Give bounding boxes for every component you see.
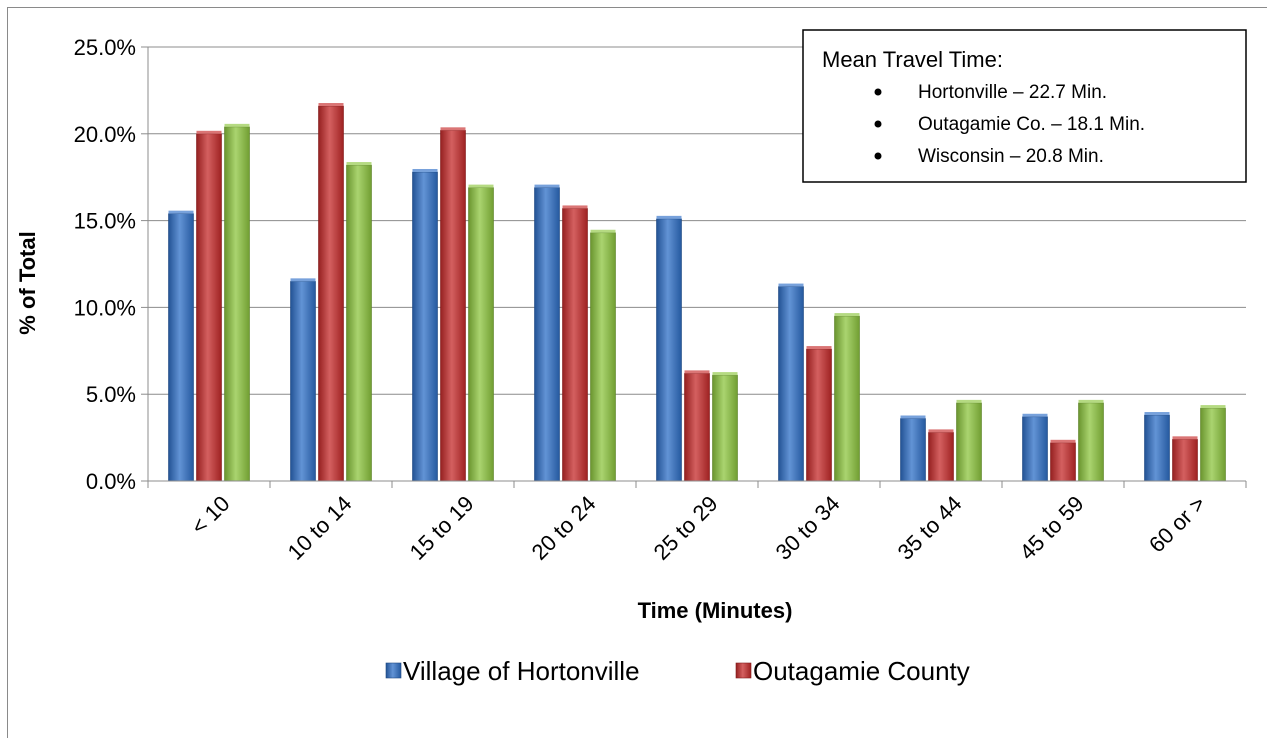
bar-top bbox=[534, 184, 560, 188]
bullet-icon bbox=[874, 88, 882, 96]
mean-travel-time-box: Mean Travel Time: Hortonville – 22.7 Min… bbox=[802, 29, 1247, 183]
bar-top bbox=[684, 370, 710, 374]
bars bbox=[168, 103, 1226, 482]
bar-outagamie-county bbox=[1172, 439, 1198, 482]
x-tick-label: 20 to 24 bbox=[527, 491, 601, 565]
bar-top bbox=[1078, 399, 1104, 403]
bar-series-3 bbox=[1078, 402, 1104, 482]
bar-top bbox=[412, 168, 438, 172]
bar-series-3 bbox=[1200, 407, 1226, 482]
x-axis-title: Time (Minutes) bbox=[638, 598, 793, 623]
y-tick-labels: 0.0% 5.0% 10.0% 15.0% 20.0% 25.0% bbox=[74, 35, 136, 494]
bar-outagamie-county bbox=[440, 130, 466, 482]
legend-swatch bbox=[735, 662, 752, 679]
bar-village-of-hortonville bbox=[412, 171, 438, 482]
legend-label: Village of Hortonville bbox=[403, 656, 640, 686]
bar-top bbox=[1172, 436, 1198, 440]
bar-series-3 bbox=[712, 374, 738, 482]
annotation-title: Mean Travel Time: bbox=[822, 47, 1003, 72]
bar-series-3 bbox=[834, 315, 860, 482]
bar-top bbox=[656, 215, 682, 219]
y-tick-label: 15.0% bbox=[74, 209, 136, 234]
y-tick-label: 25.0% bbox=[74, 35, 136, 60]
bar-top bbox=[440, 127, 466, 131]
bar-top bbox=[928, 429, 954, 433]
annotation-item: Outagamie Co. – 18.1 Min. bbox=[918, 114, 1145, 135]
x-tick-label: 15 to 19 bbox=[405, 491, 479, 565]
bar-top bbox=[318, 103, 344, 107]
x-tick-label: 60 or > bbox=[1144, 491, 1211, 558]
bar-top bbox=[712, 372, 738, 376]
bar-top bbox=[806, 346, 832, 350]
legend-swatch bbox=[385, 662, 402, 679]
x-tick-label: 30 to 34 bbox=[771, 491, 845, 565]
bar-outagamie-county bbox=[1050, 442, 1076, 482]
bar-village-of-hortonville bbox=[168, 213, 194, 482]
bar-top bbox=[956, 399, 982, 403]
bar-top bbox=[590, 229, 616, 233]
x-tick-label: < 10 bbox=[186, 491, 234, 539]
legend-label: Outagamie County bbox=[753, 656, 970, 686]
bar-top bbox=[468, 184, 494, 188]
bar-top bbox=[834, 313, 860, 317]
bar-series-3 bbox=[590, 232, 616, 482]
y-tick-label: 10.0% bbox=[74, 295, 136, 320]
bar-outagamie-county bbox=[806, 348, 832, 482]
y-tick-label: 5.0% bbox=[86, 382, 136, 407]
legend: Village of Hortonville Outagamie County bbox=[385, 656, 970, 686]
bar-village-of-hortonville bbox=[534, 187, 560, 482]
bar-village-of-hortonville bbox=[290, 281, 316, 482]
x-tick-labels: < 10 10 to 14 15 to 19 20 to 24 25 to 29 30 t… bbox=[186, 491, 1210, 565]
annotation-item: Hortonville – 22.7 Min. bbox=[918, 82, 1107, 103]
y-tick-label: 20.0% bbox=[74, 122, 136, 147]
bullet-icon bbox=[874, 120, 882, 128]
y-tick-label: 0.0% bbox=[86, 469, 136, 494]
bar-top bbox=[196, 130, 222, 134]
bar-outagamie-county bbox=[928, 432, 954, 482]
bar-top bbox=[290, 278, 316, 282]
x-tick-label: 10 to 14 bbox=[283, 491, 357, 565]
bar-village-of-hortonville bbox=[1144, 414, 1170, 482]
bar-top bbox=[1200, 405, 1226, 409]
bar-top bbox=[168, 210, 194, 214]
bar-top bbox=[900, 415, 926, 419]
bar-top bbox=[778, 283, 804, 287]
bullet-icon bbox=[874, 152, 882, 160]
bar-top bbox=[1144, 412, 1170, 416]
bar-top bbox=[224, 123, 250, 127]
bar-village-of-hortonville bbox=[900, 418, 926, 482]
bar-top bbox=[562, 205, 588, 209]
bar-series-3 bbox=[224, 126, 250, 482]
x-tick-label: 35 to 44 bbox=[893, 491, 967, 565]
bar-outagamie-county bbox=[318, 105, 344, 482]
bar-series-3 bbox=[468, 187, 494, 482]
bar-village-of-hortonville bbox=[656, 218, 682, 482]
bar-outagamie-county bbox=[684, 373, 710, 482]
axes bbox=[147, 47, 1247, 488]
annotation-item: Wisconsin – 20.8 Min. bbox=[918, 146, 1104, 167]
bar-top bbox=[1022, 413, 1048, 417]
bar-top bbox=[1050, 439, 1076, 443]
bar-series-3 bbox=[956, 402, 982, 482]
bar-village-of-hortonville bbox=[1022, 416, 1048, 482]
bar-top bbox=[346, 162, 372, 166]
x-tick-label: 25 to 29 bbox=[649, 491, 723, 565]
chart-frame bbox=[7, 7, 1267, 738]
y-axis-title: % of Total bbox=[15, 231, 40, 334]
bar-outagamie-county bbox=[562, 208, 588, 482]
bar-series-3 bbox=[346, 164, 372, 482]
bar-village-of-hortonville bbox=[778, 286, 804, 482]
annotation-list: Hortonville – 22.7 Min. Outagamie Co. – 1… bbox=[874, 82, 1145, 167]
x-tick-label: 45 to 59 bbox=[1015, 491, 1089, 565]
bar-outagamie-county bbox=[196, 133, 222, 482]
